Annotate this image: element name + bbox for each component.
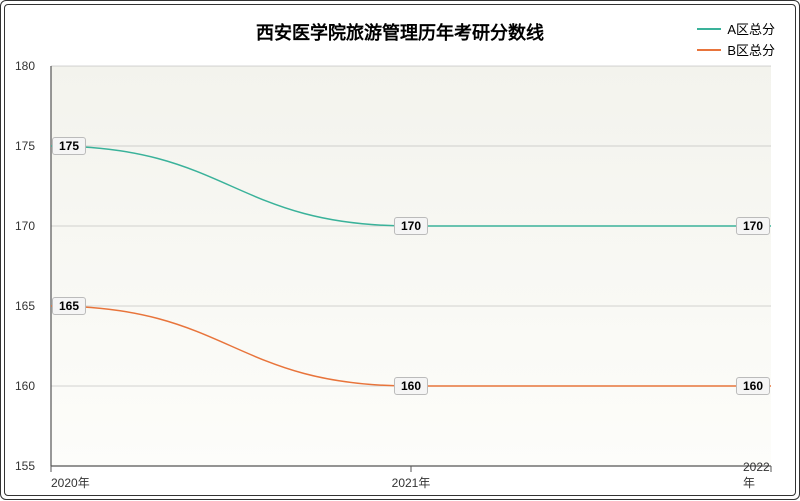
- legend-label-a: A区总分: [727, 19, 775, 38]
- x-tick-label: 2021年: [392, 474, 431, 491]
- chart-title: 西安医学院旅游管理历年考研分数线: [1, 19, 799, 45]
- data-label: 170: [394, 217, 428, 235]
- data-label: 175: [52, 137, 86, 155]
- y-tick-label: 175: [15, 139, 35, 153]
- y-tick-label: 155: [15, 459, 35, 473]
- chart-container: 西安医学院旅游管理历年考研分数线 A区总分 B区总分 155 160 165 170 1…: [0, 0, 800, 500]
- x-tick-label: 2022年: [743, 460, 771, 491]
- legend-item-b: B区总分: [697, 40, 775, 59]
- legend-item-a: A区总分: [697, 19, 775, 38]
- plot-background: [1, 1, 800, 501]
- legend-swatch-b: [697, 49, 721, 51]
- y-tick-label: 160: [15, 379, 35, 393]
- y-tick-label: 170: [15, 219, 35, 233]
- data-label: 160: [736, 377, 770, 395]
- data-label: 165: [52, 297, 86, 315]
- data-label: 170: [736, 217, 770, 235]
- legend-label-b: B区总分: [727, 40, 775, 59]
- y-tick-label: 180: [15, 59, 35, 73]
- data-label: 160: [394, 377, 428, 395]
- y-tick-label: 165: [15, 299, 35, 313]
- legend: A区总分 B区总分: [697, 19, 775, 61]
- legend-swatch-a: [697, 28, 721, 30]
- x-tick-label: 2020年: [51, 474, 90, 491]
